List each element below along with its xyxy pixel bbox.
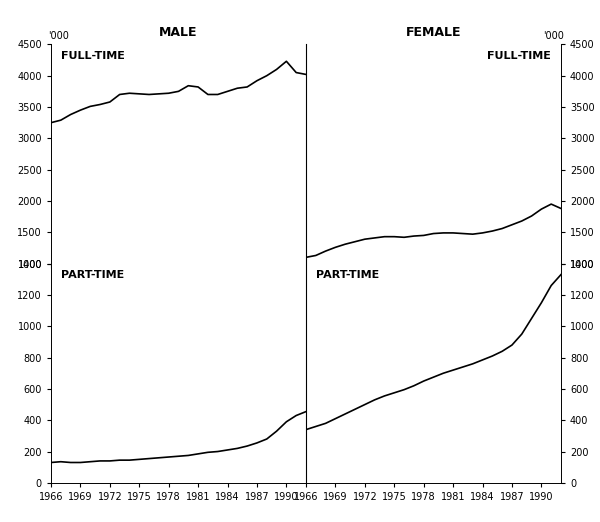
Text: '000: '000 (543, 31, 564, 41)
Text: MALE: MALE (159, 26, 198, 39)
Text: PART-TIME: PART-TIME (61, 270, 124, 280)
Text: FULL-TIME: FULL-TIME (487, 51, 551, 61)
Text: FULL-TIME: FULL-TIME (61, 51, 125, 61)
Text: FEMALE: FEMALE (406, 26, 461, 39)
Text: '000: '000 (48, 31, 69, 41)
Text: PART-TIME: PART-TIME (316, 270, 379, 280)
